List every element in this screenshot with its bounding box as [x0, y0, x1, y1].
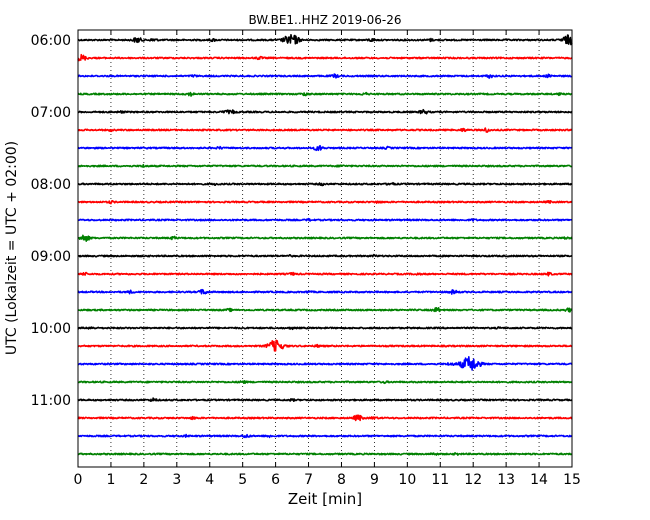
seismic-trace-1045 [77, 380, 573, 385]
y-tick-label: 09:00 [31, 249, 71, 265]
y-axis-label: UTC (Lokalzeit = UTC + 02:00) [4, 141, 20, 355]
plot-frame [77, 29, 573, 468]
trace-group [77, 34, 573, 456]
seismic-trace-0900 [77, 253, 573, 258]
x-tick-label: 15 [563, 472, 581, 488]
x-tick-label: 1 [106, 472, 115, 488]
y-tick-label: 07:00 [31, 105, 71, 121]
x-tick-label: 9 [370, 472, 379, 488]
x-tick-label: 0 [74, 472, 83, 488]
seismic-trace-0745 [77, 163, 573, 168]
x-tick-label: 5 [238, 472, 247, 488]
seismic-trace-1015 [77, 339, 573, 352]
y-tick-label: 11:00 [31, 393, 71, 409]
seismic-trace-0715 [77, 127, 573, 133]
x-tick-label: 4 [205, 472, 214, 488]
seismic-trace-0915 [77, 271, 573, 277]
seismic-trace-1000 [77, 326, 573, 331]
x-axis-label: Zeit [min] [288, 490, 362, 508]
seismic-trace-0830 [77, 217, 573, 222]
seismic-trace-0730 [77, 144, 573, 152]
chart-title: BW.BE1..HHZ 2019-06-26 [248, 13, 401, 27]
grid-lines [110, 30, 540, 467]
seismic-trace-0800 [77, 181, 573, 187]
x-tick-label: 7 [304, 472, 313, 488]
x-tick-label: 14 [530, 472, 548, 488]
y-tick-label: 10:00 [31, 321, 71, 337]
x-tick-label: 6 [271, 472, 280, 488]
seismic-trace-0615 [77, 53, 573, 62]
seismic-trace-0815 [77, 200, 573, 205]
y-tick-label: 06:00 [31, 33, 71, 49]
x-tick-label: 2 [139, 472, 148, 488]
y-tick-label: 08:00 [31, 177, 71, 193]
seismic-trace-0600 [77, 34, 573, 46]
y-axis: 06:00 07:00 08:00 09:00 10:00 11:00 [31, 33, 572, 409]
x-tick-label: 3 [172, 472, 181, 488]
seismic-trace-1145 [77, 452, 573, 456]
x-axis: 0 1 2 3 4 5 6 7 8 9 10 11 12 13 14 15 [74, 30, 581, 488]
x-tick-label: 11 [431, 472, 449, 488]
seismic-trace-1030 [77, 356, 573, 371]
x-tick-label: 12 [464, 472, 482, 488]
seismic-trace-0645 [77, 91, 573, 97]
seismic-trace-0945 [77, 306, 573, 313]
seismic-trace-0845 [77, 234, 573, 242]
seismic-trace-0930 [77, 288, 573, 295]
seismic-trace-1115 [77, 414, 573, 422]
x-tick-label: 8 [337, 472, 346, 488]
x-tick-label: 10 [398, 472, 416, 488]
x-tick-label: 13 [497, 472, 515, 488]
seismic-trace-0700 [77, 108, 573, 115]
seismic-trace-0630 [77, 73, 573, 79]
seismic-trace-1130 [77, 433, 573, 439]
seismic-trace-1100 [77, 397, 573, 403]
